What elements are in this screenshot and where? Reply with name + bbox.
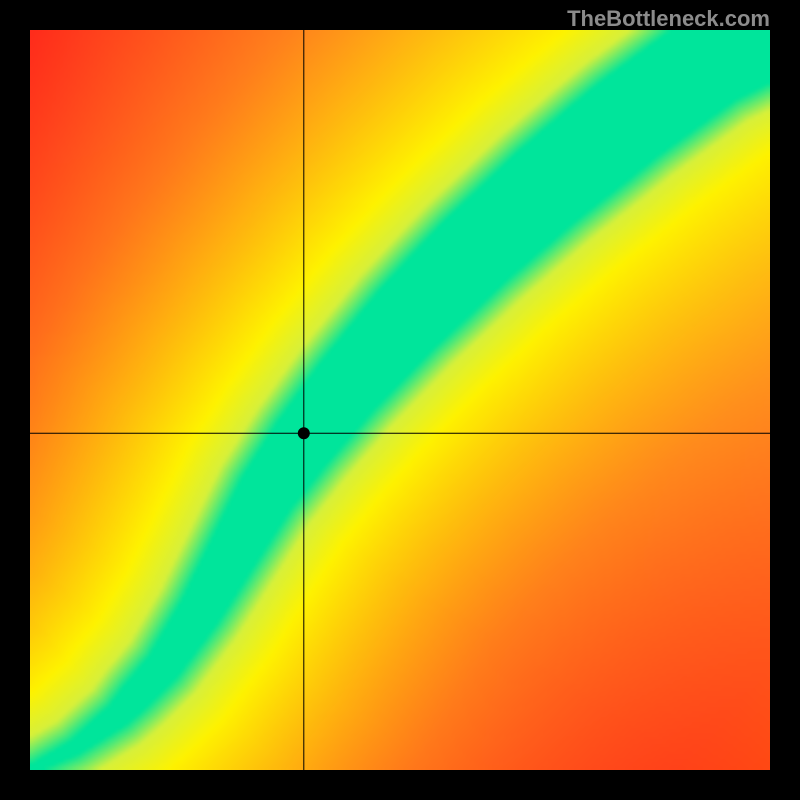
watermark-text: TheBottleneck.com: [567, 6, 770, 32]
heatmap-canvas: [30, 30, 770, 770]
heatmap-plot: [30, 30, 770, 770]
